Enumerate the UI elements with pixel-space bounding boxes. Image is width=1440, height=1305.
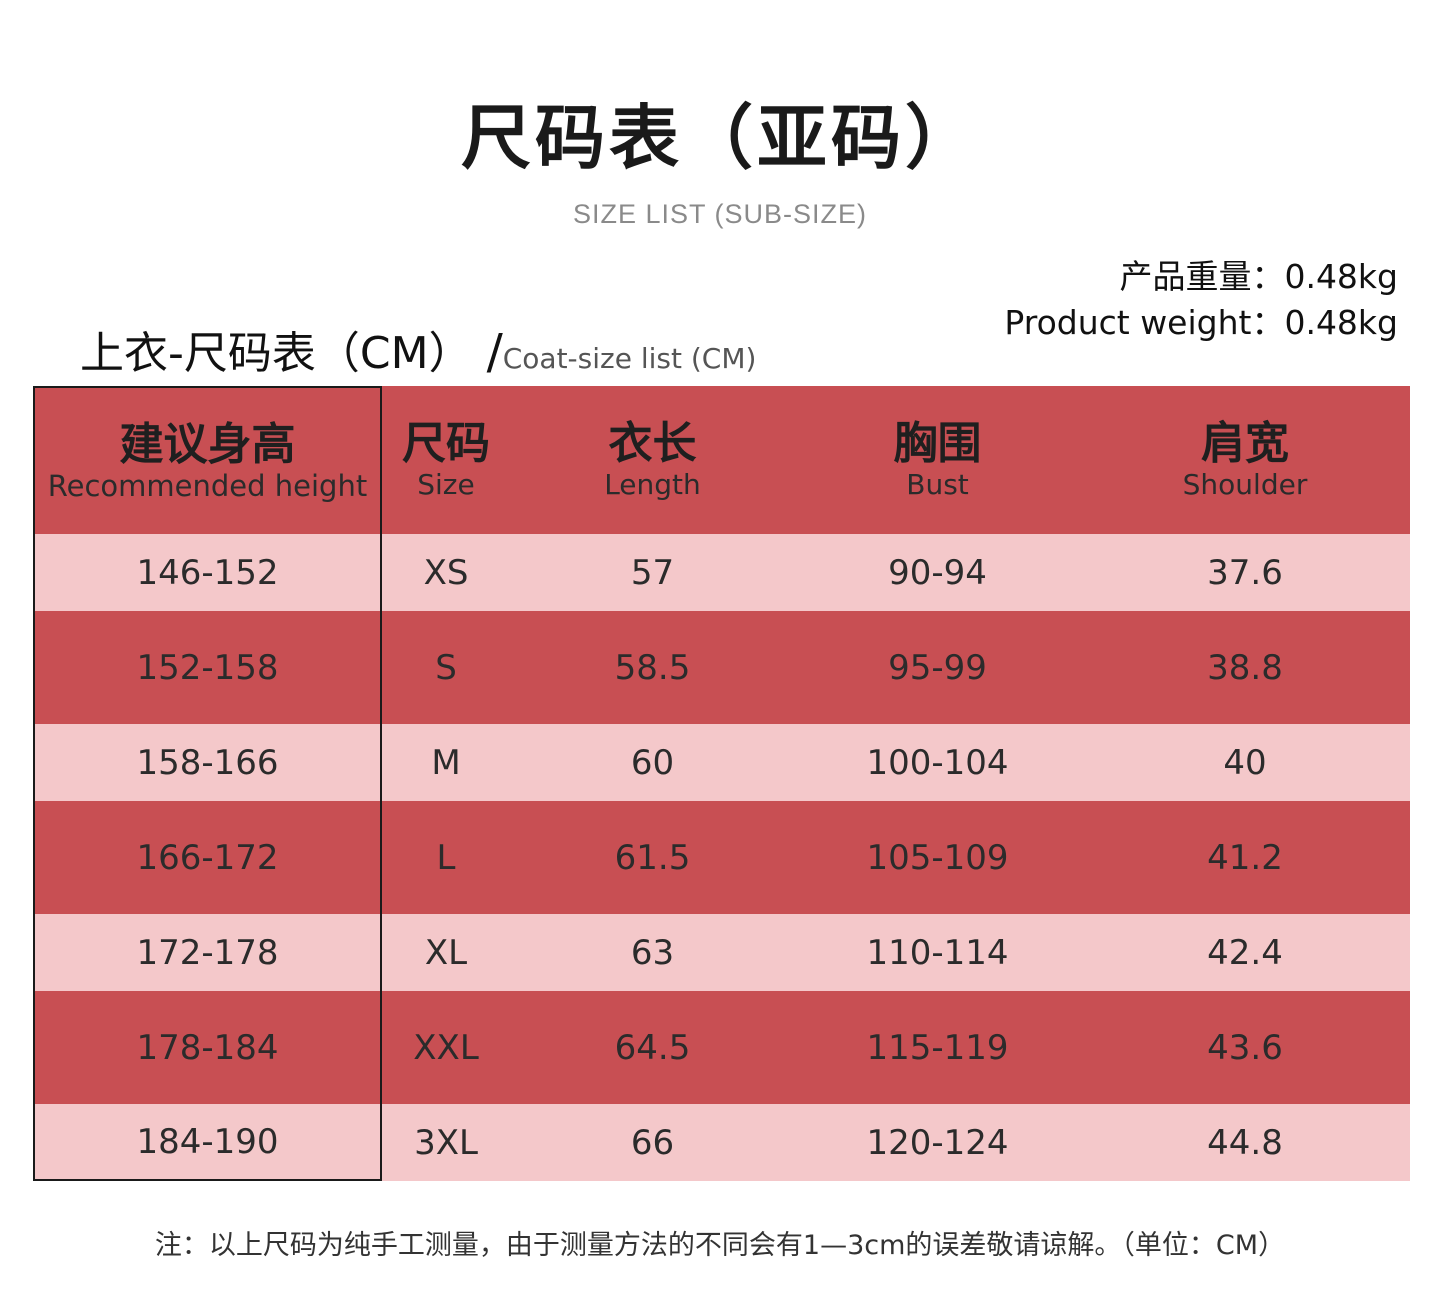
cell-shoulder: 37.6 [1207,552,1283,593]
cell-length: 60 [630,742,675,783]
cell-height: 146-152 [33,534,382,611]
cell-size: 3XL [414,1122,478,1163]
cell-shoulder: 40 [1223,742,1267,783]
cell-height: 166-172 [33,801,382,914]
cell-length: 63 [630,932,675,973]
product-weight-en: Product weight：0.48kg [1004,303,1398,342]
table-heading-slash: / [486,324,503,380]
column-header-en: Length [604,468,701,501]
cell-length: 57 [630,552,675,593]
column-header-cn: 建议身高 [119,419,296,470]
cell-size: S [435,647,457,688]
cell-length: 58.5 [614,647,691,688]
cell-size: XXL [413,1027,479,1068]
column-header-en: Size [417,468,475,501]
cell-bust: 90-94 [888,552,987,593]
cell-shoulder: 41.2 [1207,837,1283,878]
column-header-shoulder: 肩宽 Shoulder [1080,386,1410,534]
cell-length: 64.5 [614,1027,691,1068]
cell-shoulder: 42.4 [1207,932,1283,973]
cell-bust: 115-119 [866,1027,1009,1068]
column-header-bust: 胸围 Bust [795,386,1080,534]
column-header-en: Recommended height [47,469,368,503]
cell-bust: 110-114 [866,932,1009,973]
table-row: 152-158 S 58.5 95-99 38.8 [33,611,1410,724]
table-heading-en: Coat-size list (CM) [502,342,757,375]
cell-length: 61.5 [614,837,691,878]
table-row: 172-178 XL 63 110-114 42.4 [33,914,1410,991]
cell-size: M [431,742,461,783]
cell-size: L [436,837,456,878]
cell-height: 152-158 [33,611,382,724]
cell-size: XS [423,552,469,593]
cell-length: 66 [630,1122,675,1163]
table-row: 166-172 L 61.5 105-109 41.2 [33,801,1410,914]
product-weight-cn: 产品重量：0.48kg [1119,257,1398,296]
column-header-cn: 胸围 [893,418,982,469]
column-header-cn: 衣长 [608,418,697,469]
cell-height: 172-178 [33,914,382,991]
table-row: 184-190 3XL 66 120-124 44.8 [33,1104,1410,1181]
size-table: 建议身高 Recommended height 尺码 Size 衣长 Lengt… [33,386,1410,1181]
page-title: 尺码表（亚码） [461,96,979,179]
measurement-note: 注：以上尺码为纯手工测量，由于测量方法的不同会有1—3cm的误差敬请谅解。（单位… [154,1230,1286,1261]
table-header-row: 建议身高 Recommended height 尺码 Size 衣长 Lengt… [33,386,1410,534]
table-row: 178-184 XXL 64.5 115-119 43.6 [33,991,1410,1104]
cell-size: XL [424,932,468,973]
page-subtitle: SIZE LIST (SUB-SIZE) [572,199,868,229]
cell-bust: 95-99 [888,647,987,688]
product-weight: 产品重量：0.48kg Product weight：0.48kg [1004,254,1398,346]
cell-shoulder: 38.8 [1207,647,1283,688]
column-header-length: 衣长 Length [510,386,795,534]
cell-bust: 105-109 [866,837,1009,878]
column-header-cn: 尺码 [402,418,490,469]
cell-bust: 100-104 [866,742,1009,783]
cell-bust: 120-124 [866,1122,1009,1163]
table-heading-cn: 上衣-尺码表（CM） [80,328,473,379]
cell-height: 158-166 [33,724,382,801]
cell-height: 184-190 [33,1104,382,1181]
column-header-en: Shoulder [1182,468,1308,501]
cell-height: 178-184 [33,991,382,1104]
table-row: 146-152 XS 57 90-94 37.6 [33,534,1410,611]
cell-shoulder: 43.6 [1207,1027,1283,1068]
cell-shoulder: 44.8 [1207,1122,1283,1163]
column-header-size: 尺码 Size [382,386,510,534]
table-heading: 上衣-尺码表（CM） /Coat-size list (CM) [80,322,756,393]
column-header-en: Bust [906,468,969,501]
column-header-height: 建议身高 Recommended height [33,386,382,534]
column-header-cn: 肩宽 [1201,418,1289,469]
table-row: 158-166 M 60 100-104 40 [33,724,1410,801]
